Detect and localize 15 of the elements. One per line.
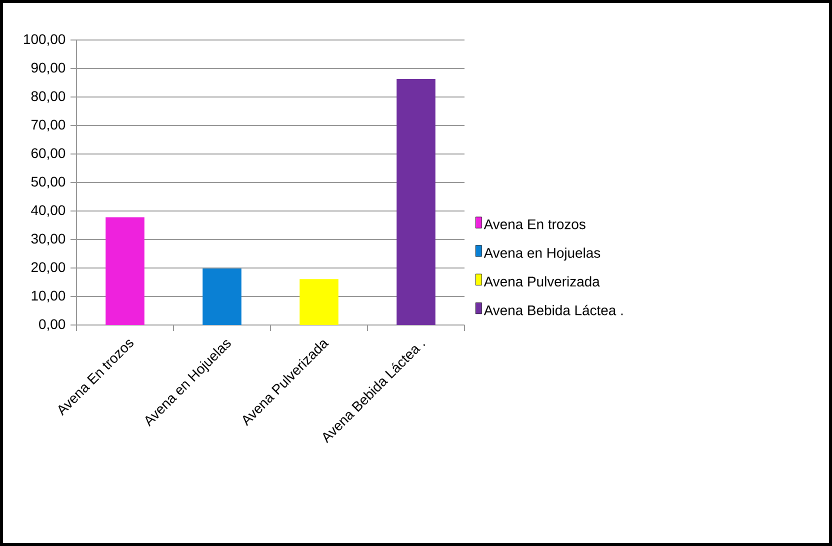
y-tick-label: 30,00 xyxy=(31,234,66,246)
y-tick-label: 10,00 xyxy=(32,290,66,302)
y-tick-label: 100,00 xyxy=(24,34,66,46)
legend-label: Avena Pulverizada xyxy=(484,276,600,287)
y-tick-label: 20,00 xyxy=(31,262,66,274)
y-tick-label: 70,00 xyxy=(31,120,66,132)
y-tick-label: 60,00 xyxy=(31,148,66,160)
y-tick-label: 90,00 xyxy=(31,62,66,74)
legend-label: Avena en Hojuelas xyxy=(484,248,600,261)
y-tick-label: 50,00 xyxy=(31,176,66,188)
y-tick-label: 40,00 xyxy=(31,205,66,217)
y-tick-label: 80,00 xyxy=(31,91,66,103)
legend-label: Avena Bebida Láctea . xyxy=(484,304,623,316)
y-tick-label: 0,00 xyxy=(39,319,66,331)
legend-label: Avena En trozos xyxy=(484,219,586,230)
